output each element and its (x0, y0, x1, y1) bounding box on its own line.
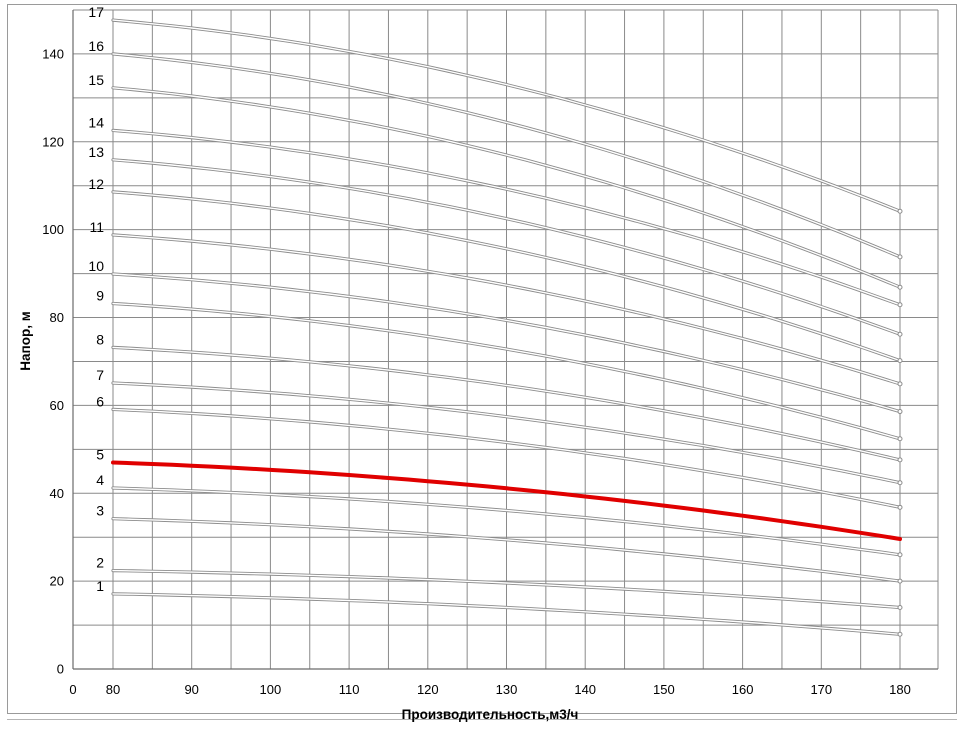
pump-curve-3 (112, 518, 901, 582)
bottom-divider (7, 719, 957, 720)
curve-label-11: 11 (89, 219, 104, 235)
x-tick-label: 170 (810, 682, 832, 697)
y-tick-label: 120 (42, 134, 64, 149)
x-tick-label: 150 (653, 682, 675, 697)
pump-curve-13 (112, 159, 901, 335)
pump-curve-16 (112, 53, 901, 258)
curve-end-marker (897, 578, 903, 584)
curve-end-marker (897, 457, 903, 463)
performance-curves (111, 18, 903, 637)
x-tick-label: 140 (574, 682, 596, 697)
pump-curve-2 (112, 569, 901, 609)
x-tick-label: 180 (889, 682, 911, 697)
x-tick-label: 90 (184, 682, 198, 697)
curve-label-9: 9 (96, 287, 104, 303)
curve-end-marker (897, 504, 903, 510)
pump-curve-12 (112, 191, 901, 362)
curve-label-7: 7 (96, 367, 104, 383)
y-tick-label: 20 (50, 574, 64, 589)
curve-end-marker (897, 409, 903, 415)
curve-end-marker (897, 381, 903, 387)
x-tick-label: 80 (106, 682, 120, 697)
curve-label-8: 8 (96, 331, 104, 347)
curve-label-17: 17 (88, 4, 104, 20)
x-tick-label: 110 (339, 682, 360, 697)
pump-curve-1 (112, 593, 901, 635)
curve-label-1: 1 (96, 578, 104, 594)
curve-end-marker (897, 302, 903, 308)
x-axis-title: Производительность,м3/ч (402, 707, 579, 722)
y-tick-label: 80 (50, 310, 64, 325)
pump-curve-7 (112, 382, 901, 484)
curve-label-13: 13 (88, 144, 104, 160)
curve-end-marker (897, 631, 903, 637)
y-tick-label: 140 (42, 46, 64, 61)
curve-label-12: 12 (88, 176, 104, 192)
curve-end-marker (897, 208, 903, 214)
curve-end-marker (897, 254, 903, 260)
pump-curve-5-highlighted (111, 460, 902, 541)
x-tick-label: 0 (69, 682, 76, 697)
x-tick-label: 120 (417, 682, 439, 697)
tick-labels: 0 80 90 100 110 120 130 140 150 160 170 18002040608… (42, 46, 911, 697)
pump-curve-8 (112, 346, 901, 461)
y-tick-label: 40 (50, 486, 64, 501)
chart-frame (7, 4, 957, 714)
pump-curve-10 (112, 273, 901, 413)
curve-label-15: 15 (88, 72, 104, 88)
curve-label-5: 5 (96, 447, 104, 463)
curve-label-6: 6 (96, 393, 104, 409)
curve-label-4: 4 (96, 472, 104, 488)
curve-label-3: 3 (96, 503, 104, 519)
pump-curve-15 (112, 87, 901, 288)
curve-end-marker (897, 331, 903, 337)
curve-end-marker (897, 358, 903, 364)
curve-end-marker (897, 284, 903, 290)
y-tick-label: 0 (57, 662, 64, 677)
y-tick-label: 60 (50, 398, 64, 413)
curve-label-2: 2 (96, 555, 104, 571)
curve-label-14: 14 (88, 114, 104, 130)
curve-end-marker (897, 480, 903, 486)
x-tick-label: 160 (732, 682, 754, 697)
pump-curve-11 (112, 234, 901, 385)
curve-label-10: 10 (88, 258, 104, 274)
pump-curve-4 (112, 487, 901, 556)
pump-curve-6 (112, 408, 901, 508)
x-tick-label: 100 (260, 682, 282, 697)
pump-curve-14 (112, 129, 901, 306)
y-tick-label: 100 (42, 222, 64, 237)
y-axis-title: Напор, м (18, 311, 33, 370)
pump-curve-9 (112, 302, 901, 440)
curve-end-marker (897, 436, 903, 442)
curve-label-16: 16 (88, 38, 104, 54)
pump-curve-17 (112, 19, 901, 212)
x-tick-label: 130 (496, 682, 518, 697)
curve-end-marker (897, 552, 903, 558)
curve-end-marker (897, 604, 903, 610)
